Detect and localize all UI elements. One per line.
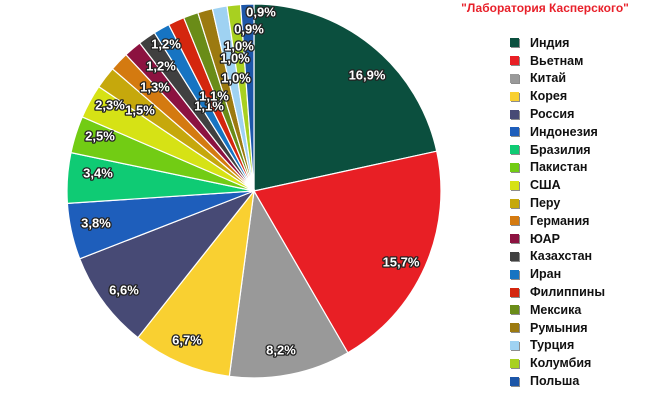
legend-swatch bbox=[510, 287, 519, 297]
legend-swatch bbox=[510, 180, 519, 190]
legend-item: Мексика bbox=[510, 301, 605, 319]
legend-swatch bbox=[510, 234, 519, 244]
slice-label: 1,1% bbox=[199, 88, 229, 103]
slice-label: 1,5% bbox=[125, 102, 155, 117]
legend-item: Индия bbox=[510, 34, 605, 52]
legend-swatch bbox=[510, 127, 519, 137]
slice-label: 0,9% bbox=[234, 21, 264, 36]
slice-label: 1,1% bbox=[194, 98, 224, 113]
legend-swatch bbox=[510, 216, 519, 226]
legend-item: ЮАР bbox=[510, 230, 605, 248]
legend-label: ЮАР bbox=[530, 231, 560, 246]
slice-label: 3,8% bbox=[81, 215, 111, 230]
legend-item: США bbox=[510, 176, 605, 194]
legend-item: Перу bbox=[510, 194, 605, 212]
legend-item: Корея bbox=[510, 87, 605, 105]
slice-label: 1,3% bbox=[140, 79, 170, 94]
slice-label: 1,0% bbox=[220, 50, 250, 65]
legend-swatch bbox=[510, 358, 519, 368]
legend-label: Польша bbox=[530, 374, 580, 389]
legend-label: Перу bbox=[530, 196, 561, 211]
legend-swatch bbox=[510, 38, 519, 48]
legend-swatch bbox=[510, 376, 519, 386]
slice-label: 6,6% bbox=[109, 282, 139, 297]
legend-swatch bbox=[510, 305, 519, 315]
slice-label: 6,7% bbox=[172, 332, 202, 347]
slice-label: 0,9% bbox=[246, 4, 276, 19]
slice-label: 16,9% bbox=[349, 67, 386, 82]
legend-item: Россия bbox=[510, 105, 605, 123]
legend-item: Филиппины bbox=[510, 283, 605, 301]
slice-label: 1,2% bbox=[146, 58, 176, 73]
legend-item: Казахстан bbox=[510, 248, 605, 266]
legend-swatch bbox=[510, 56, 519, 66]
legend-item: Индонезия bbox=[510, 123, 605, 141]
legend-swatch bbox=[510, 323, 519, 333]
legend-item: Колумбия bbox=[510, 354, 605, 372]
legend-label: Иран bbox=[530, 267, 562, 282]
legend-label: Румыния bbox=[530, 320, 588, 335]
legend-item: Польша bbox=[510, 372, 605, 390]
legend-label: Вьетнам bbox=[530, 53, 584, 68]
slice-label: 15,7% bbox=[383, 254, 420, 269]
legend-label: Индонезия bbox=[530, 124, 598, 139]
legend-label: Турция bbox=[530, 338, 575, 353]
slice-label: 3,4% bbox=[83, 165, 113, 180]
legend-swatch bbox=[510, 340, 519, 350]
pie-slice bbox=[239, 3, 255, 192]
legend-swatch bbox=[510, 91, 519, 101]
pie-slice bbox=[228, 189, 349, 379]
legend-label: Филиппины bbox=[530, 285, 605, 300]
legend: Индия Вьетнам Китай Корея Россия Индонезия Бра… bbox=[510, 34, 605, 390]
legend-swatch bbox=[510, 198, 519, 208]
slice-label: 1,0% bbox=[224, 38, 254, 53]
legend-swatch bbox=[510, 109, 519, 119]
pie-slice bbox=[253, 3, 438, 192]
legend-swatch bbox=[510, 145, 519, 155]
legend-item: Вьетнам bbox=[510, 52, 605, 70]
legend-item: Турция bbox=[510, 337, 605, 355]
legend-label: Индия bbox=[530, 35, 570, 50]
legend-label: Китай bbox=[530, 71, 567, 86]
legend-label: Казахстан bbox=[530, 249, 593, 264]
pie-slice bbox=[253, 150, 442, 354]
pie-slices bbox=[66, 3, 442, 379]
pie-slice-labels: 16,9%15,7%8,2%6,7%6,6%3,8%3,4%2,5%2,3% 1,… bbox=[80, 3, 421, 359]
legend-swatch bbox=[510, 251, 519, 261]
legend-label: Пакистан bbox=[530, 160, 588, 175]
pie-slice bbox=[137, 188, 255, 378]
slice-label: 1,2% bbox=[151, 36, 181, 51]
legend-item: Китай bbox=[510, 70, 605, 88]
slice-label: 2,3% bbox=[95, 97, 125, 112]
legend-item: Румыния bbox=[510, 319, 605, 337]
legend-label: Россия bbox=[530, 107, 575, 122]
legend-swatch bbox=[510, 269, 519, 279]
legend-label: Мексика bbox=[530, 302, 582, 317]
legend-item: Пакистан bbox=[510, 159, 605, 177]
legend-label: Корея bbox=[530, 89, 568, 104]
slice-label: 2,5% bbox=[85, 128, 115, 143]
legend-label: Бразилия bbox=[530, 142, 591, 157]
legend-item: Германия bbox=[510, 212, 605, 230]
source-label: "Лаборатория Касперского" bbox=[461, 1, 629, 15]
legend-label: США bbox=[530, 178, 561, 193]
legend-swatch bbox=[510, 162, 519, 172]
legend-label: Колумбия bbox=[530, 356, 592, 371]
legend-item: Бразилия bbox=[510, 141, 605, 159]
slice-label: 8,2% bbox=[266, 342, 296, 357]
legend-item: Иран bbox=[510, 265, 605, 283]
legend-label: Германия bbox=[530, 213, 590, 228]
pie-slice bbox=[78, 189, 256, 339]
slice-label: 1,0% bbox=[221, 70, 251, 85]
legend-swatch bbox=[510, 73, 519, 83]
